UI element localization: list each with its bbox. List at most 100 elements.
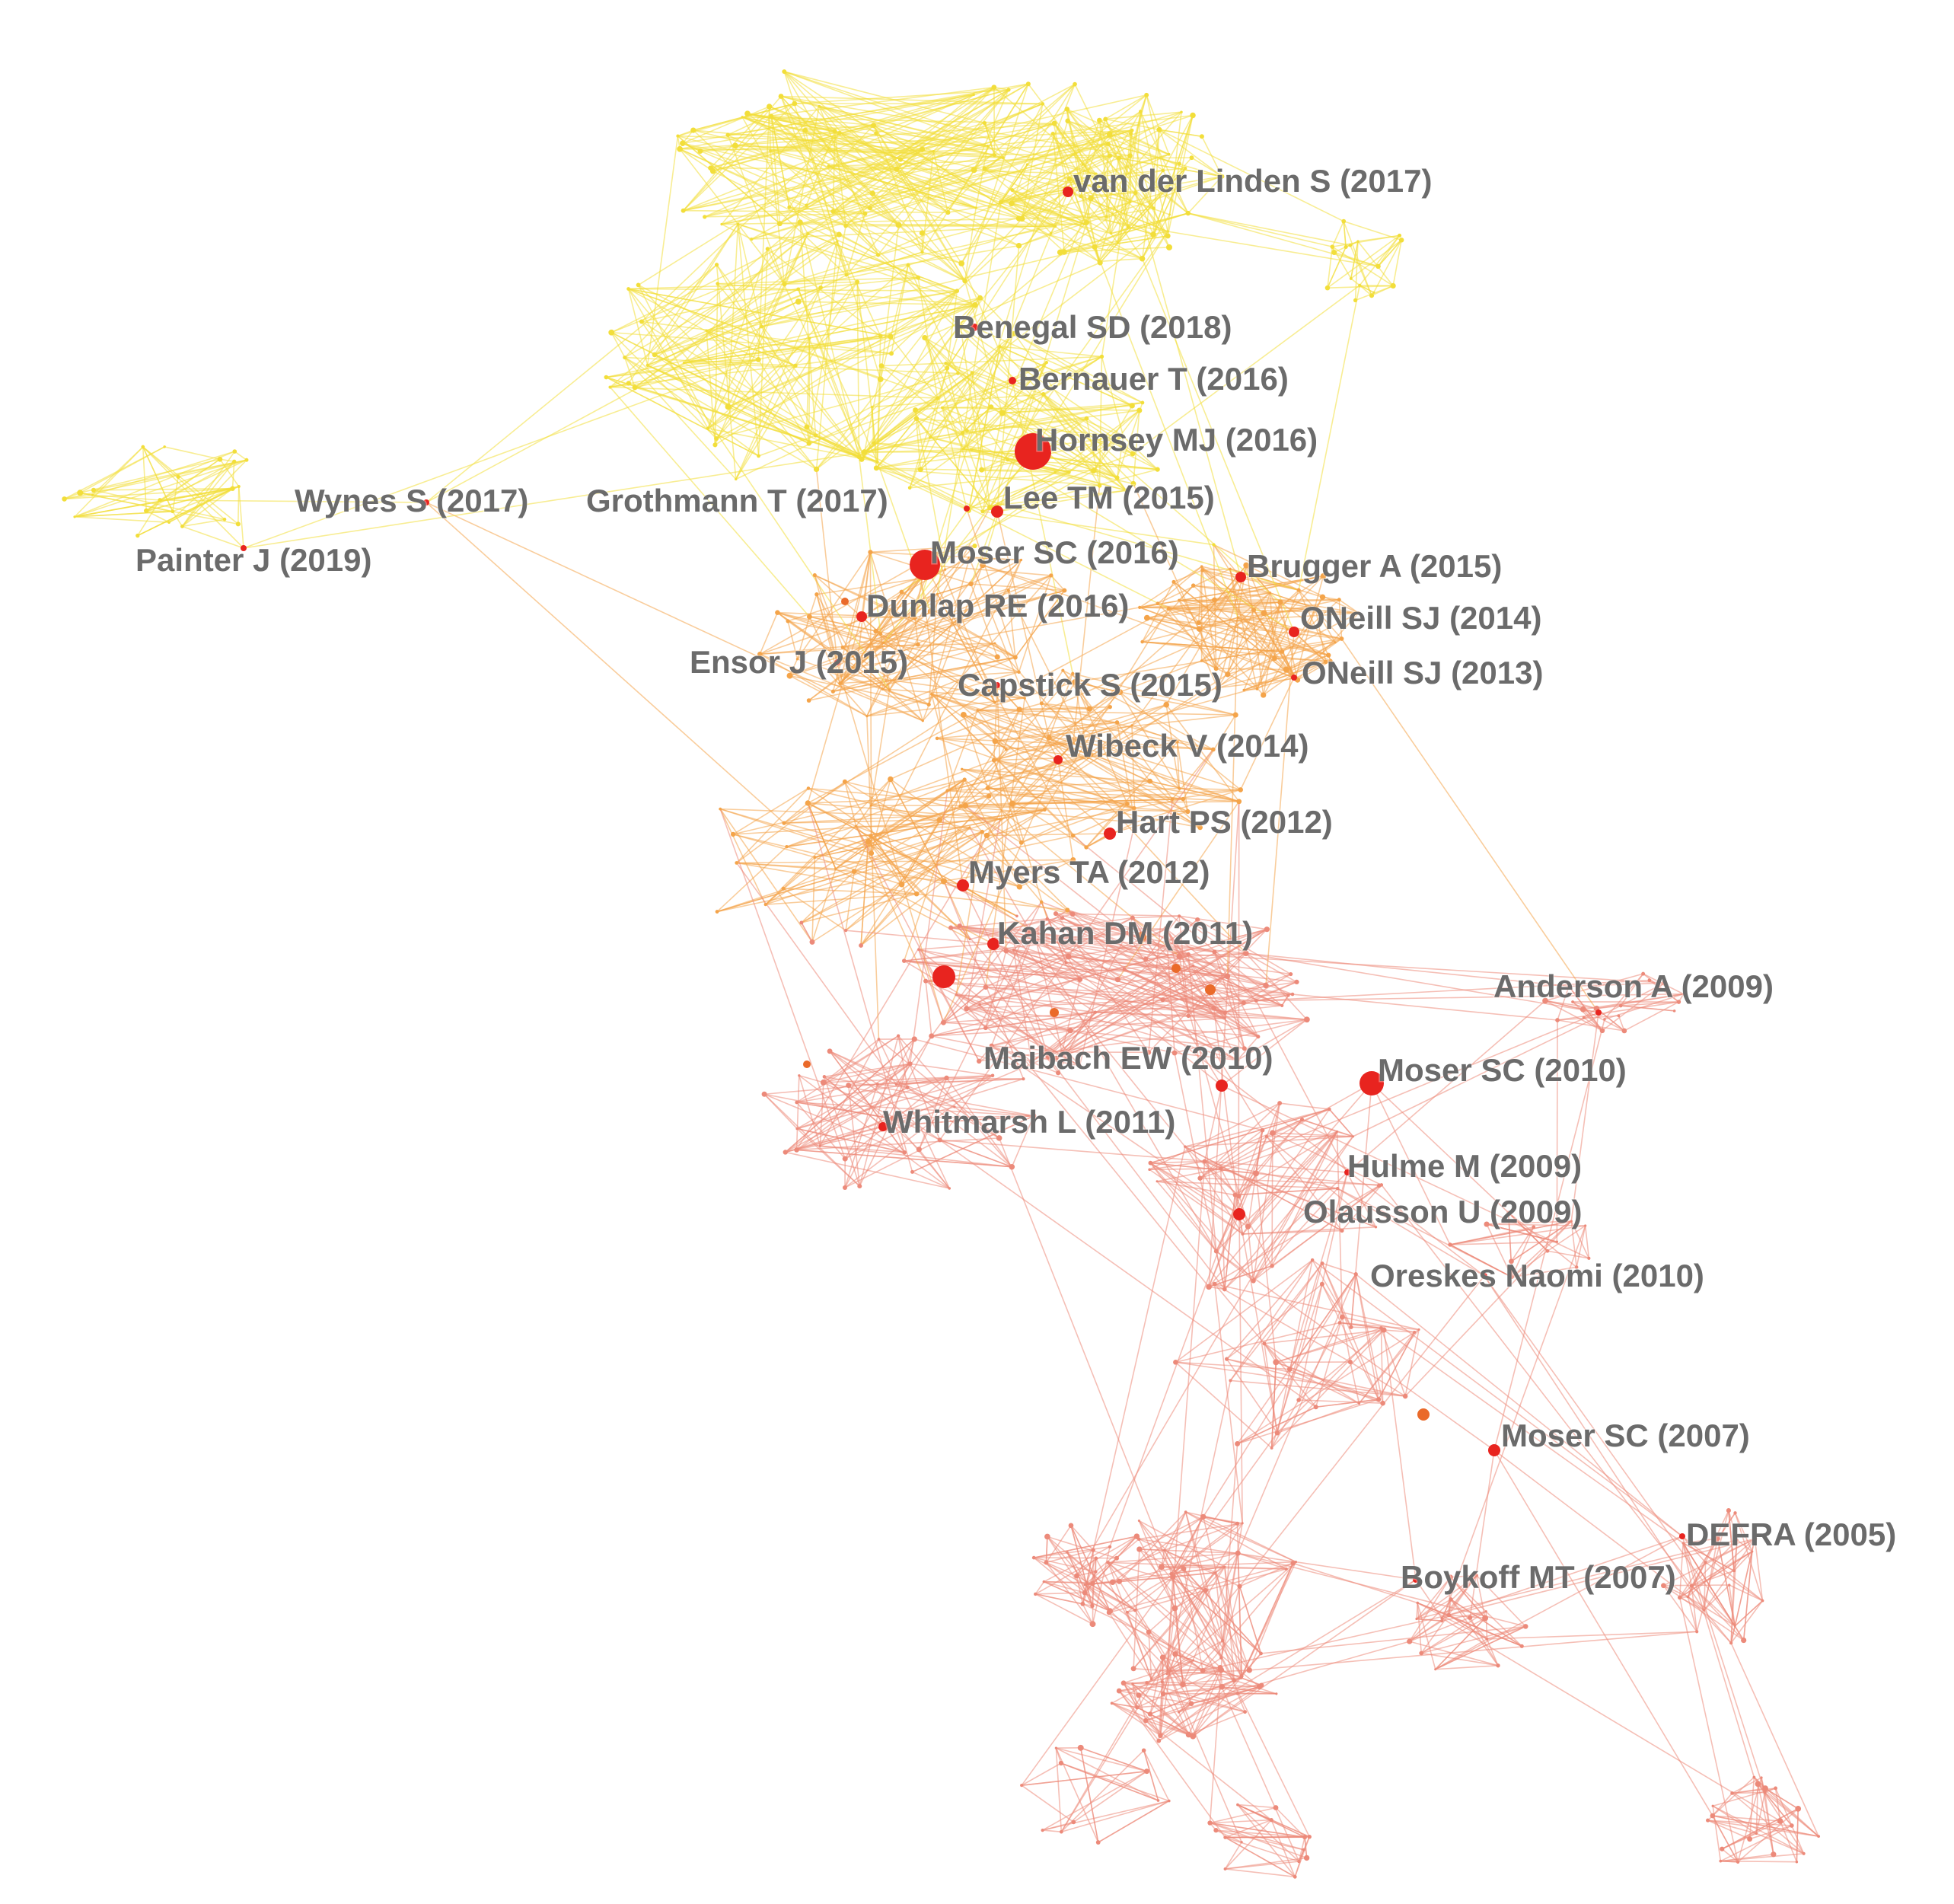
network-node [682,361,686,365]
network-edge [1009,928,1226,1019]
network-node [1114,976,1121,983]
network-node [958,804,963,808]
network-node [990,1073,995,1078]
network-node [1319,594,1326,601]
network-edge [1146,94,1170,155]
network-node [1795,1805,1802,1812]
network-edge [1134,193,1242,578]
network-edge [1213,1007,1240,1215]
network-node [830,689,836,694]
network-node [913,407,919,413]
network-edge [1060,1523,1243,1832]
network-edge [1070,1029,1245,1050]
network-edge [815,367,948,436]
network-edge [900,158,1085,225]
network-node [944,362,948,365]
network-edge [721,155,1111,225]
network-edge [993,759,1135,809]
network-node [1160,1680,1164,1684]
network-edge [1174,1052,1238,1061]
network-node [926,702,931,707]
network-edge [828,94,1147,167]
network-edge [1243,601,1281,690]
network-node [1163,926,1169,932]
network-node [944,568,947,571]
network-node [1212,1281,1217,1287]
network-edge [847,1085,861,1187]
paper-label-whitmarsh2011: Whitmarsh L (2011) [883,1104,1175,1140]
network-edge [872,125,962,264]
network-edge [1178,598,1340,601]
network-node [1141,1748,1146,1753]
network-edge [1011,203,1143,260]
paper-label-capstick2015: Capstick S (2015) [958,667,1222,703]
network-node [1046,735,1052,741]
network-edge [716,264,808,428]
network-edge [1024,697,1059,761]
network-node [917,948,920,951]
network-edge [1178,599,1359,614]
network-node [972,301,978,308]
network-node [1236,1803,1239,1807]
network-edge [1734,1513,1753,1552]
network-edge [1204,1118,1302,1162]
network-node [1149,1677,1153,1681]
network-edge [993,684,998,761]
network-edge [93,490,225,520]
network-node [1042,1580,1046,1583]
network-edge [1707,1819,1757,1835]
network-edge [833,157,1003,212]
network-edge [1200,1131,1337,1179]
network-edge [1012,133,1111,191]
network-edge [1148,1631,1152,1679]
network-edge [716,281,858,439]
network-node [948,925,954,930]
network-node [1349,276,1353,280]
network-edge [1035,1593,1083,1605]
network-node [1140,639,1144,644]
paper-label-wynes2017: Wynes S (2017) [295,483,528,518]
paper-node-olausson2009 [1233,1208,1245,1220]
network-node [897,1034,900,1038]
network-node [1229,1379,1232,1383]
network-node [1195,917,1200,923]
network-node [1178,598,1181,602]
network-edge [1160,1579,1417,1737]
network-edge [845,151,934,227]
network-node [1270,1263,1274,1268]
network-node [1238,787,1244,793]
network-node [1031,1555,1036,1560]
network-edge [1487,1625,1526,1640]
network-node [1710,1813,1716,1819]
network-node [878,363,885,368]
network-edge [787,620,798,659]
network-edge [943,859,1073,882]
network-edge [763,1093,905,1153]
network-edge [1178,916,1190,1016]
network-edge [974,178,1070,328]
network-node [1135,1705,1140,1710]
network-node [1356,240,1360,243]
network-edge [1112,1516,1204,1583]
network-edge [1256,601,1281,690]
network-node [1089,1621,1096,1628]
network-edge [808,594,818,617]
network-node [1197,824,1203,831]
network-edge [1487,1223,1586,1226]
network-node [1070,833,1076,838]
network-edge [1271,1184,1382,1267]
network-edge [846,930,994,945]
paper-label-oneill2014: ONeill SJ (2014) [1300,600,1541,636]
network-node [608,329,615,336]
network-edge [719,808,846,1159]
network-node [1446,1612,1452,1618]
network-edge [964,280,1003,413]
network-edge [1280,601,1316,609]
network-edge [1511,1220,1572,1278]
network-edge [820,241,838,289]
network-node [760,324,763,329]
network-node [991,757,996,763]
network-node [868,206,872,211]
network-edge [860,841,869,946]
network-edge [1249,1631,1697,1671]
